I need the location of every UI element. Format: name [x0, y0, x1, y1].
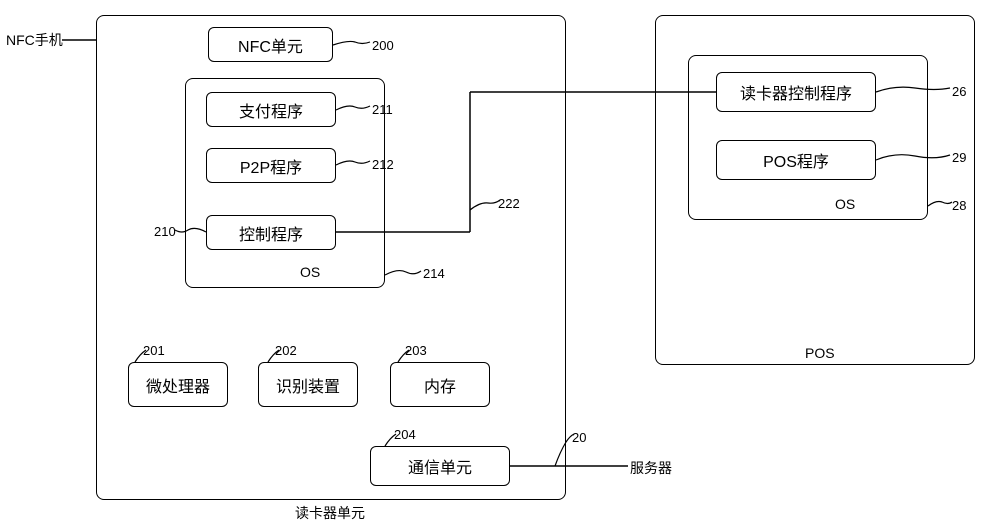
pay-program-ref: 211 — [372, 102, 393, 117]
p2p-program-box: P2P程序 — [206, 148, 336, 183]
recognition-text: 识别装置 — [276, 373, 340, 397]
pos-os-ref: 28 — [952, 198, 966, 213]
nfc-unit-box: NFC单元 — [208, 27, 333, 62]
reader-control-text: 读卡器控制程序 — [740, 80, 852, 104]
pos-label: POS — [805, 345, 835, 361]
reader-control-ref: 26 — [952, 84, 966, 99]
pos-program-box: POS程序 — [716, 140, 876, 180]
comm-unit-ref: 204 — [394, 427, 416, 442]
control-program-ref: 210 — [154, 224, 176, 239]
recognition-ref: 202 — [275, 343, 297, 358]
reader-os-ref: 214 — [423, 266, 445, 281]
reader-unit-label: 读卡器单元 — [295, 503, 365, 523]
memory-ref: 203 — [405, 343, 427, 358]
recognition-box: 识别装置 — [258, 362, 358, 407]
nfc-unit-ref: 200 — [372, 38, 394, 53]
nfc-phone-label: NFC手机 — [6, 30, 63, 50]
p2p-program-ref: 212 — [372, 157, 394, 172]
memory-text: 内存 — [424, 373, 456, 397]
comm-unit-text: 通信单元 — [408, 454, 472, 478]
reader-control-box: 读卡器控制程序 — [716, 72, 876, 112]
microprocessor-ref: 201 — [143, 343, 165, 358]
microprocessor-box: 微处理器 — [128, 362, 228, 407]
pay-program-text: 支付程序 — [239, 98, 303, 122]
comm-unit-box: 通信单元 — [370, 446, 510, 486]
pos-program-ref: 29 — [952, 150, 966, 165]
nfc-unit-text: NFC单元 — [238, 33, 303, 57]
memory-box: 内存 — [390, 362, 490, 407]
pos-program-text: POS程序 — [763, 148, 829, 172]
pos-os-label: OS — [835, 196, 855, 212]
reader-os-label: OS — [300, 264, 320, 280]
pay-program-box: 支付程序 — [206, 92, 336, 127]
control-program-text: 控制程序 — [239, 221, 303, 245]
server-label: 服务器 — [630, 458, 672, 478]
p2p-program-text: P2P程序 — [240, 154, 302, 178]
microprocessor-text: 微处理器 — [146, 373, 210, 397]
control-program-box: 控制程序 — [206, 215, 336, 250]
reader-unit-ref: 20 — [572, 430, 586, 445]
link-ref: 222 — [498, 196, 520, 211]
